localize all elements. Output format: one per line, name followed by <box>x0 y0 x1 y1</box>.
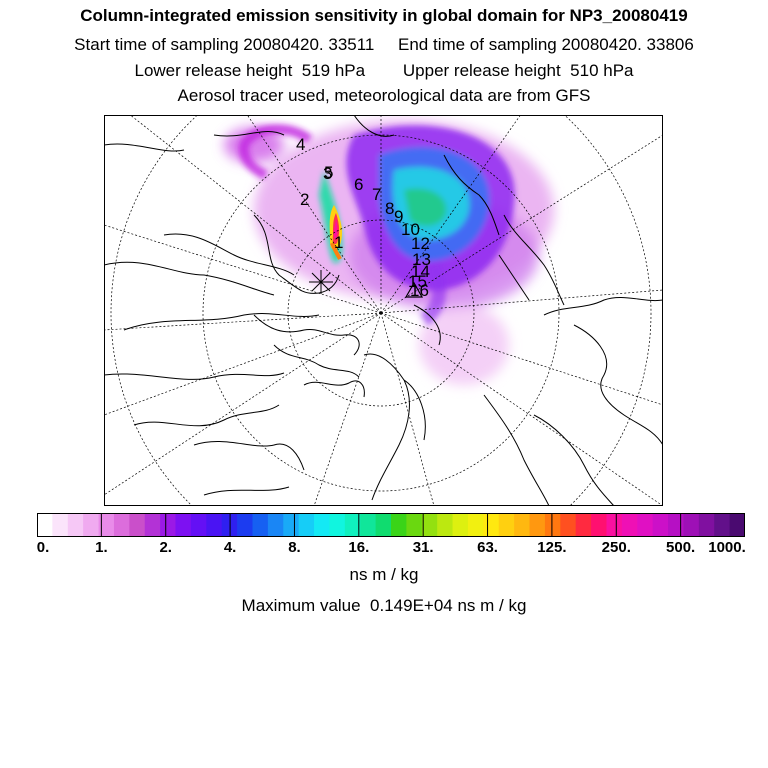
color-scale-segment <box>129 513 146 537</box>
color-scale-tick-label: 1000. <box>708 539 746 556</box>
trajectory-point-12: 12 <box>411 234 430 253</box>
color-scale-segment <box>175 513 192 537</box>
color-scale-tick-label: 1. <box>95 539 108 556</box>
trajectory-point-6: 6 <box>354 175 363 194</box>
color-scale-segment <box>52 513 69 537</box>
emission-sensitivity-field <box>224 120 554 385</box>
color-scale-segment <box>144 513 161 537</box>
tracer-info-line: Aerosol tracer used, meteorological data… <box>177 86 591 105</box>
trajectory-point-9: 9 <box>394 207 403 226</box>
color-scale-segment <box>544 513 561 537</box>
color-scale-segment <box>391 513 407 537</box>
color-scale-tick-label: 16. <box>348 539 370 556</box>
color-scale-segment <box>452 513 469 537</box>
color-scale-tick-label: 2. <box>159 539 172 556</box>
color-scale-segment <box>498 513 515 537</box>
color-scale-segment <box>514 513 531 537</box>
sensitivity-map: 1 2 3 4 5 6 7 8 9 10 12 13 14 15 16 <box>104 115 663 506</box>
color-scale-unit: ns m / kg <box>349 565 419 584</box>
release-height-line: Lower release height 519 hPa Upper relea… <box>134 61 634 80</box>
sampling-time-line: Start time of sampling 20080420. 33511 E… <box>74 35 694 54</box>
trajectory-point-7: 7 <box>372 185 381 204</box>
graticule <box>104 115 663 506</box>
color-scale-segment <box>729 513 745 537</box>
plot-title: Column-integrated emission sensitivity i… <box>80 6 688 25</box>
color-scale-segment <box>529 513 546 537</box>
trajectory-point-13: 13 <box>412 250 431 269</box>
color-scale-tick-label: 31. <box>412 539 434 556</box>
color-scale-segment <box>98 513 115 537</box>
color-scale-segment <box>344 513 361 537</box>
release-location-marker <box>309 270 333 294</box>
color-scale-segment <box>575 513 592 537</box>
color-scale-segment <box>329 513 346 537</box>
color-scale-segment <box>560 513 577 537</box>
trajectory-point-3: 3 <box>323 164 332 183</box>
trajectory-point-16: 16 <box>410 281 429 300</box>
color-scale-segment <box>113 513 130 537</box>
trajectory-point-14: 14 <box>411 262 430 281</box>
color-scale-segment <box>621 513 638 537</box>
coastlines <box>104 115 663 506</box>
color-scale-tick-label: 250. <box>601 539 631 556</box>
color-scale-segment <box>237 513 253 537</box>
trajectory-end-marker <box>404 281 424 298</box>
color-scale-segment <box>252 513 269 537</box>
trajectory-point-1: 1 <box>334 233 343 252</box>
color-scale-tick-label: 63. <box>477 539 498 556</box>
color-scale-bar <box>37 513 745 537</box>
trajectory-point-8: 8 <box>385 199 394 218</box>
color-scale-segment <box>160 513 177 537</box>
color-scale-segment <box>206 513 223 537</box>
trajectory-point-2: 2 <box>300 190 309 209</box>
color-scale-segment <box>437 513 454 537</box>
color-scale-segment <box>652 513 669 537</box>
color-scale-segment <box>698 513 715 537</box>
trajectory-labels: 1 2 3 4 5 6 7 8 9 10 12 13 14 15 16 <box>296 135 431 300</box>
color-scale-segment <box>467 513 484 537</box>
color-scale-frame <box>37 513 745 537</box>
color-scale-tick-label: 8. <box>288 539 301 556</box>
trajectory-point-4: 4 <box>296 135 305 154</box>
color-scale-segment <box>375 513 392 537</box>
maximum-value-text: Maximum value 0.149E+04 ns m / kg <box>241 596 527 615</box>
color-scale-segment <box>267 513 284 537</box>
color-scale-segment <box>683 513 700 537</box>
color-scale-segment <box>190 513 207 537</box>
color-scale-segment <box>637 513 654 537</box>
color-scale-segment <box>714 513 731 537</box>
color-scale-segment <box>483 513 500 537</box>
color-scale-tick-label: 4. <box>223 539 237 556</box>
color-scale-segment <box>606 513 623 537</box>
trajectory-point-10: 10 <box>401 220 420 239</box>
map-frame <box>104 115 663 506</box>
color-scale-tick-label: 125. <box>537 539 567 556</box>
color-scale-segment <box>298 513 315 537</box>
color-scale-segment <box>283 513 300 537</box>
color-scale-tick-label: 500. <box>666 539 696 556</box>
color-scale-segment <box>360 513 377 537</box>
color-scale-segment <box>83 513 100 537</box>
color-scale-tick-label: 0. <box>36 539 50 556</box>
color-scale-segment <box>668 513 684 537</box>
color-scale-segment <box>591 513 607 537</box>
trajectory-point-5: 5 <box>324 163 333 182</box>
color-scale-segment <box>67 513 84 537</box>
color-scale-segment <box>37 513 53 537</box>
color-scale-segment <box>406 513 423 537</box>
color-scale-segment <box>314 513 330 537</box>
color-scale-segment <box>421 513 438 537</box>
